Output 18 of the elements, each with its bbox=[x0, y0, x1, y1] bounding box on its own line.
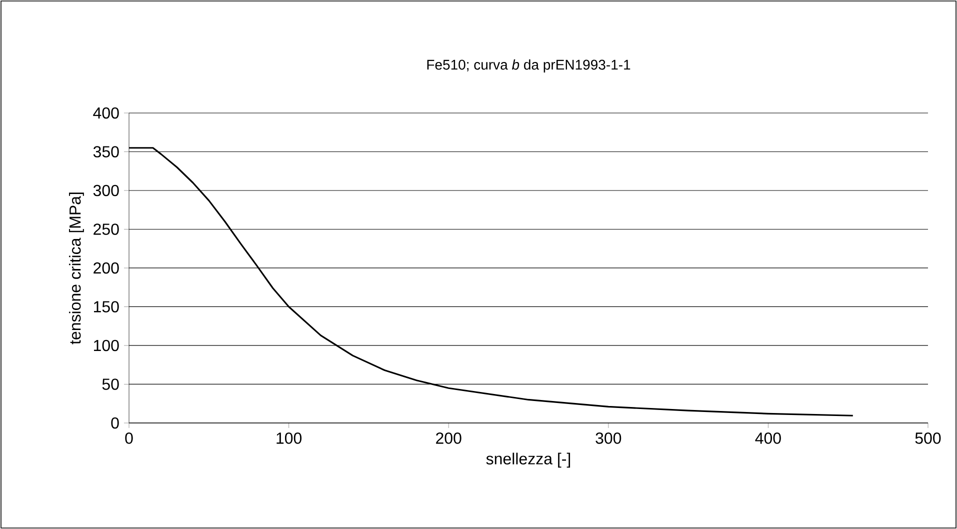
y-tick-label: 0 bbox=[111, 417, 119, 429]
chart-title: Fe510; curva b da prEN1993-1-1 bbox=[427, 59, 630, 72]
y-tick-label: 200 bbox=[94, 262, 119, 274]
y-axis-title: tensione critica [MPa] bbox=[69, 192, 84, 344]
x-tick-label: 100 bbox=[276, 432, 302, 444]
x-tick-label: 300 bbox=[596, 432, 622, 444]
y-tick-label: 300 bbox=[93, 184, 119, 196]
y-tick-label: 150 bbox=[94, 301, 119, 312]
x-tick-label: 400 bbox=[755, 432, 781, 444]
y-tick-label: 100 bbox=[94, 340, 119, 352]
y-tick-label: 250 bbox=[94, 224, 119, 235]
x-tick-label: 0 bbox=[125, 432, 133, 444]
y-tick-label: 350 bbox=[93, 146, 119, 158]
x-tick-label: 200 bbox=[436, 432, 462, 444]
x-tick-label: 500 bbox=[915, 432, 941, 444]
y-tick-label: 50 bbox=[102, 378, 119, 390]
x-axis-title: snellezza [-] bbox=[486, 452, 570, 468]
y-tick-label: 400 bbox=[93, 107, 119, 119]
